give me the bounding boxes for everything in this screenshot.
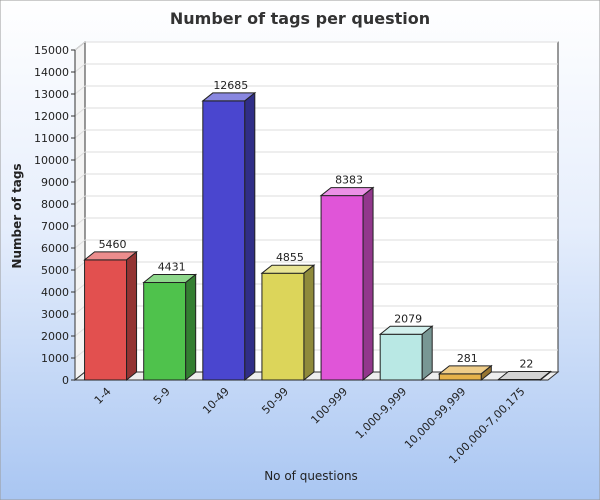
bar xyxy=(202,100,246,381)
bar-value-label: 8383 xyxy=(335,174,363,187)
gridline-side xyxy=(74,151,86,161)
bar-value-label: 5460 xyxy=(99,238,127,251)
y-tick-label: 3000 xyxy=(41,308,69,321)
bar-side xyxy=(244,91,256,382)
gridline-side xyxy=(74,85,86,95)
gridline-side xyxy=(74,305,86,315)
bar-side xyxy=(362,186,374,382)
y-tick-label: 1000 xyxy=(41,352,69,365)
bar-side xyxy=(303,264,315,382)
gridline-side xyxy=(74,283,86,293)
bar-value-label: 12685 xyxy=(213,79,248,92)
y-tick-label: 13000 xyxy=(34,88,69,101)
bar-value-label: 4855 xyxy=(276,251,304,264)
gridline-side xyxy=(74,239,86,249)
y-tick-label: 5000 xyxy=(41,264,69,277)
bar xyxy=(320,195,364,381)
bar-side xyxy=(421,325,433,382)
bar xyxy=(143,282,187,381)
bar-value-label: 281 xyxy=(457,352,478,365)
y-tick-label: 4000 xyxy=(41,286,69,299)
y-tick-label: 8000 xyxy=(41,198,69,211)
gridline-side xyxy=(74,129,86,139)
gridline-side xyxy=(74,327,86,337)
y-tick-label: 6000 xyxy=(41,242,69,255)
y-tick-label: 7000 xyxy=(41,220,69,233)
bar-side xyxy=(126,250,138,382)
y-tick-label: 15000 xyxy=(34,44,69,57)
gridline-side xyxy=(74,217,86,227)
x-axis-title: No of questions xyxy=(264,469,358,483)
y-tick-label: 2000 xyxy=(41,330,69,343)
y-tick-label: 14000 xyxy=(34,66,69,79)
bar-side xyxy=(185,273,197,382)
bar-value-label: 4431 xyxy=(158,261,186,274)
bar xyxy=(438,373,482,381)
bar-side xyxy=(539,370,551,382)
bar-value-label: 22 xyxy=(519,358,533,371)
gridline-side xyxy=(74,41,86,51)
y-tick-label: 9000 xyxy=(41,176,69,189)
gridline-side xyxy=(74,107,86,117)
bar-side xyxy=(480,364,492,382)
y-tick-label: 12000 xyxy=(34,110,69,123)
y-axis-title: Number of tags xyxy=(10,163,24,268)
gridline-side xyxy=(74,63,86,73)
chart-title: Number of tags per question xyxy=(170,9,430,28)
y-tick-label: 11000 xyxy=(34,132,69,145)
y-tick-label: 10000 xyxy=(34,154,69,167)
bar xyxy=(379,333,423,381)
y-tick-label: 0 xyxy=(62,374,69,387)
bar-value-label: 2079 xyxy=(394,312,422,325)
bar xyxy=(84,259,128,381)
gridline-side xyxy=(74,261,86,271)
gridline-side xyxy=(74,195,86,205)
gridline-side xyxy=(74,173,86,183)
bar xyxy=(261,272,305,381)
gridline-side xyxy=(74,349,86,359)
